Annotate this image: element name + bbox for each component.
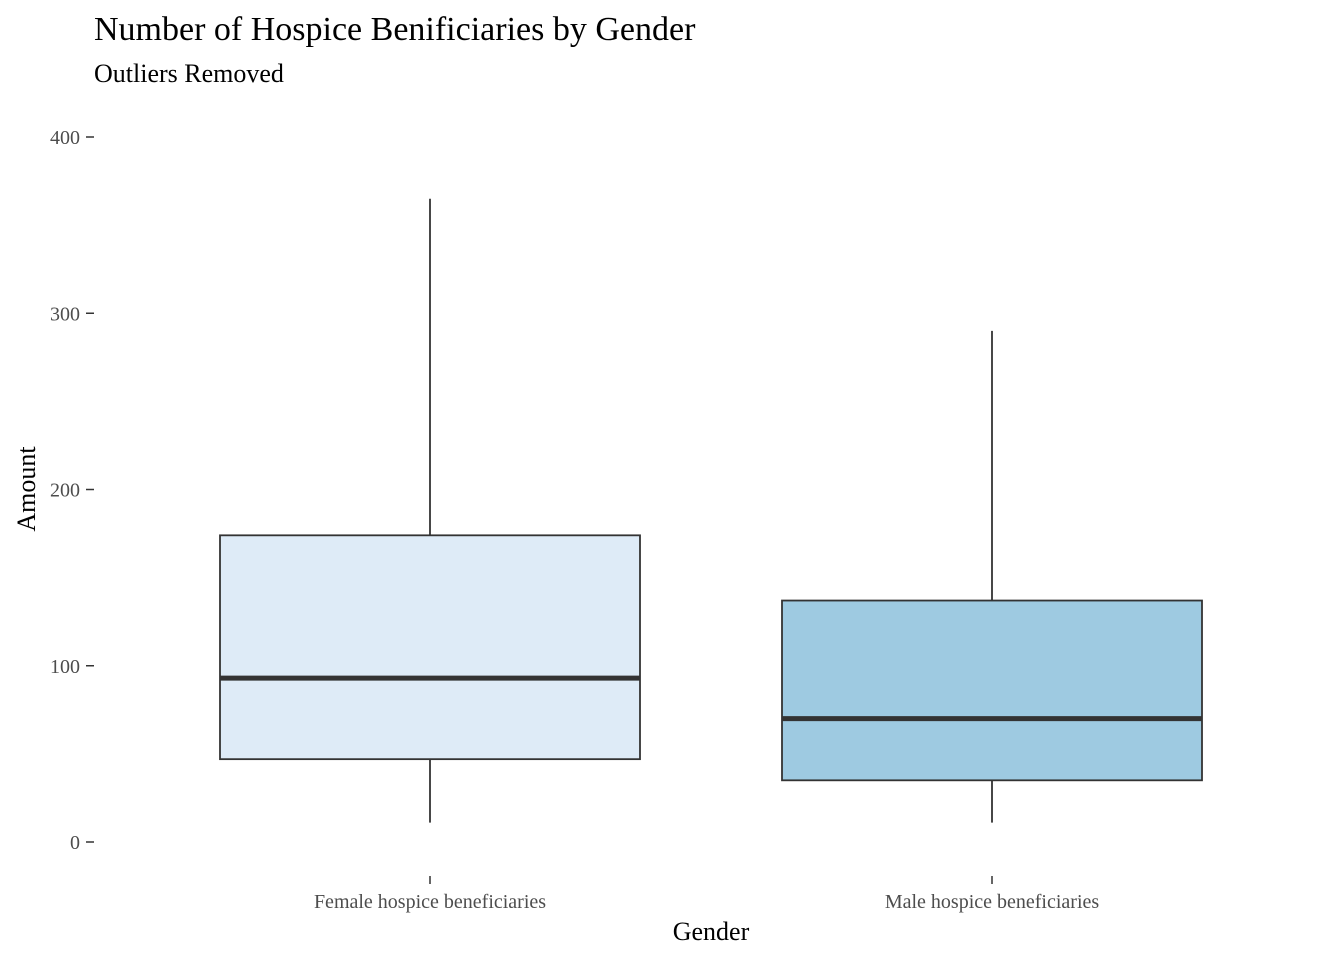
y-tick-label: 0 [70,832,80,854]
boxes [219,198,1203,823]
y-axis: 0 100 200 300 400 [50,127,94,854]
y-tick-label: 300 [50,303,80,325]
y-tick-label: 200 [50,480,80,502]
x-axis-title: Gender [673,917,750,946]
y-tick-label: 400 [50,127,80,149]
y-axis-title: Amount [12,446,41,532]
y-tick-label: 100 [50,656,80,678]
chart-title: Number of Hospice Benificiaries by Gende… [94,11,696,48]
x-tick-label: Female hospice beneficiaries [314,891,546,913]
x-axis: Female hospice beneficiaries Male hospice… [314,876,1099,913]
chart-subtitle: Outliers Removed [94,59,284,88]
box-2 [781,330,1203,823]
x-tick-label: Male hospice beneficiaries [885,891,1100,913]
box-1 [219,198,641,823]
iqr-box [781,599,1203,782]
iqr-box [219,534,641,761]
